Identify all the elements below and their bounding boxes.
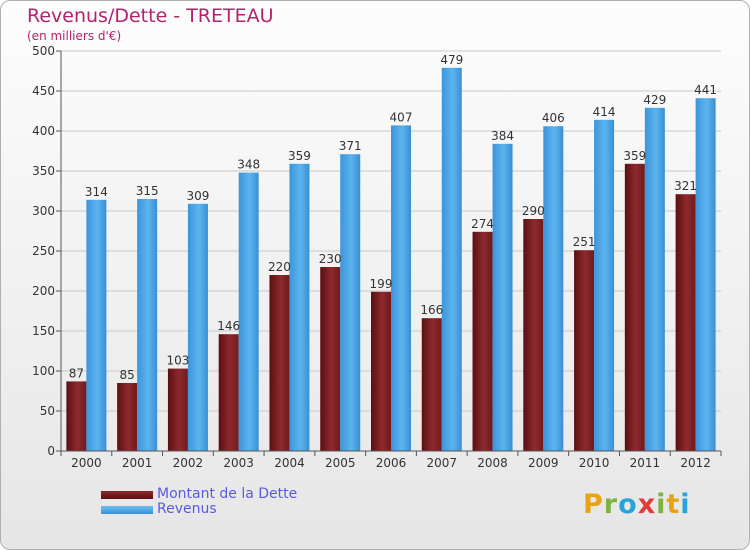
x-tick-label: 2010 — [579, 456, 610, 470]
data-label-revenue: 371 — [339, 139, 362, 153]
bar-debt — [371, 291, 391, 451]
bar-debt — [574, 250, 595, 451]
y-tick-label: 200 — [32, 284, 55, 298]
x-tick-label: 2011 — [630, 456, 661, 470]
bar-revenue — [441, 67, 462, 452]
data-label-revenue: 315 — [136, 184, 159, 198]
chart-title: Revenus/Dette - TRETEAU — [27, 5, 274, 27]
y-tick-label: 50 — [40, 404, 55, 418]
legend-swatch-debt — [101, 491, 153, 499]
logo-letter: i — [680, 489, 691, 520]
data-label-debt: 87 — [69, 366, 84, 380]
y-tick-label: 0 — [47, 444, 55, 458]
data-label-debt: 321 — [674, 179, 697, 193]
data-label-revenue: 314 — [85, 185, 108, 199]
data-label-debt: 230 — [319, 252, 342, 266]
y-tick-label: 400 — [32, 124, 55, 138]
data-label-debt: 251 — [573, 235, 596, 249]
logo-letter: o — [618, 489, 638, 520]
data-label-debt: 103 — [166, 354, 189, 368]
y-tick-label: 150 — [32, 324, 55, 338]
logo-letter: i — [656, 489, 667, 520]
bar-revenue — [289, 163, 310, 452]
x-tick-label: 2007 — [426, 456, 457, 470]
x-tick-label: 2000 — [71, 456, 102, 470]
bar-debt — [218, 334, 239, 451]
data-label-debt: 359 — [623, 149, 646, 163]
data-label-revenue: 406 — [542, 111, 565, 125]
bar-revenue — [594, 119, 615, 452]
data-label-debt: 146 — [217, 319, 240, 333]
bar-revenue — [695, 98, 716, 451]
bar-debt — [472, 231, 493, 451]
logo-letter: t — [666, 489, 681, 520]
data-label-revenue: 414 — [593, 105, 616, 119]
bar-debt — [269, 275, 290, 451]
x-tick-label: 2008 — [477, 456, 508, 470]
data-label-revenue: 348 — [237, 158, 260, 172]
bar-debt — [117, 383, 138, 451]
x-tick-label: 2003 — [223, 456, 254, 470]
data-label-debt: 290 — [522, 204, 545, 218]
y-tick-label: 300 — [32, 204, 55, 218]
bar-revenue — [187, 203, 208, 451]
bar-revenue — [238, 172, 259, 451]
data-label-debt: 85 — [120, 368, 135, 382]
bar-debt — [167, 368, 188, 451]
x-tick-label: 2012 — [680, 456, 711, 470]
chart-subtitle: (en milliers d'€) — [27, 29, 122, 43]
data-label-debt: 220 — [268, 260, 291, 274]
bar-debt — [421, 318, 442, 451]
data-label-revenue: 407 — [390, 110, 413, 124]
data-label-revenue: 429 — [643, 93, 666, 107]
x-tick-label: 2005 — [325, 456, 356, 470]
logo-letter: P — [583, 489, 604, 520]
y-tick-label: 350 — [32, 164, 55, 178]
y-tick-label: 250 — [32, 244, 55, 258]
x-tick-label: 2002 — [173, 456, 204, 470]
logo-letter: x — [637, 489, 657, 520]
y-tick-label: 450 — [32, 84, 55, 98]
x-tick-label: 2009 — [528, 456, 559, 470]
y-tick-label: 500 — [32, 44, 55, 58]
data-label-revenue: 309 — [186, 189, 209, 203]
logo-letter: r — [603, 489, 619, 520]
bar-revenue — [543, 126, 564, 451]
bar-debt — [675, 194, 696, 451]
bar-revenue — [391, 125, 411, 452]
data-label-debt: 166 — [420, 303, 443, 317]
bar-revenue — [137, 199, 158, 451]
bar-debt — [624, 163, 645, 452]
bar-revenue — [340, 154, 361, 451]
legend-label-debt: Montant de la Dette — [157, 486, 298, 502]
data-label-debt: 199 — [370, 277, 393, 291]
x-tick-label: 2006 — [376, 456, 407, 470]
x-tick-label: 2004 — [274, 456, 305, 470]
bar-revenue — [492, 143, 513, 452]
data-label-debt: 274 — [471, 217, 494, 231]
bar-revenue — [644, 107, 665, 452]
y-tick-label: 100 — [32, 364, 55, 378]
data-label-revenue: 359 — [288, 149, 311, 163]
data-label-revenue: 384 — [491, 129, 514, 143]
proxiti-logo: Proxiti — [583, 489, 691, 520]
legend-swatch-revenue — [101, 506, 153, 514]
bar-revenue — [86, 199, 107, 451]
data-label-revenue: 479 — [440, 53, 463, 67]
legend-label-revenue: Revenus — [157, 501, 217, 517]
x-tick-label: 2001 — [122, 456, 153, 470]
bar-debt — [523, 219, 544, 451]
bar-debt — [66, 381, 87, 451]
data-label-revenue: 441 — [694, 83, 717, 97]
bar-debt — [320, 267, 341, 451]
